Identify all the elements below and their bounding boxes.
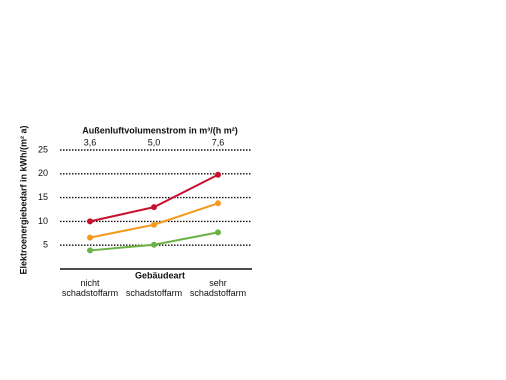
y-tick-label: 20 [38,168,48,178]
point [151,204,157,211]
point [87,218,93,225]
y-axis-title: Elektroenergiebedarf in kWh/(m² a) [18,125,28,274]
point [151,241,157,248]
point [215,229,221,236]
x-tick-label: schadstoffarm [125,288,183,298]
y-tick-label: 5 [43,240,48,250]
top-tick-label: 7,6 [212,137,225,147]
top-tick-label: 3,6 [84,137,97,147]
point [215,200,221,207]
y-tick-label: 10 [38,216,48,226]
x-tick-label: sehr schadstoffarm [189,278,247,298]
y-tick-label: 15 [38,192,48,202]
x-axis-title: Gebäudeart [135,270,185,280]
point [87,247,93,254]
point [215,171,221,178]
y-tick-label: 25 [38,144,48,154]
top-axis-title: Außenluftvolumenstrom in m³/(h m²) [82,125,238,135]
point [151,221,157,228]
top-tick-label: 5,0 [148,137,161,147]
x-tick-label: nicht schadstoffarm [61,278,119,298]
point [87,234,93,241]
